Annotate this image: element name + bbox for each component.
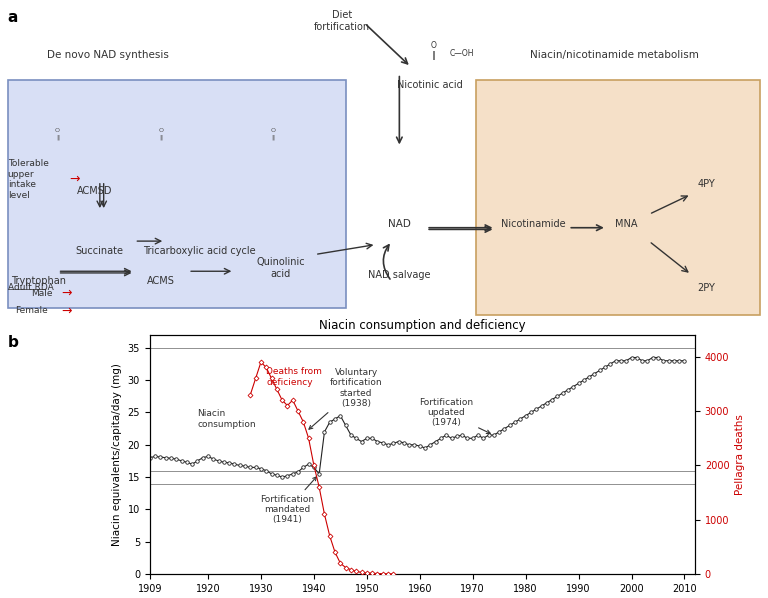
Text: →: → xyxy=(69,173,80,186)
Text: O
‖: O ‖ xyxy=(270,129,275,139)
Text: Tryptophan: Tryptophan xyxy=(11,276,66,286)
Text: Nicotinic acid: Nicotinic acid xyxy=(397,80,463,90)
Text: Fortification
mandated
(1941): Fortification mandated (1941) xyxy=(260,477,316,524)
Text: ─────────: ───────── xyxy=(8,287,46,293)
Text: Succinate: Succinate xyxy=(76,246,124,256)
Text: Nicotinamide: Nicotinamide xyxy=(502,219,566,230)
Text: Voluntary
fortification
started
(1938): Voluntary fortification started (1938) xyxy=(309,368,382,429)
Text: →: → xyxy=(61,304,72,318)
Text: C—OH: C—OH xyxy=(449,49,474,58)
Text: O
‖: O ‖ xyxy=(159,129,164,139)
Text: Diet
fortification: Diet fortification xyxy=(313,10,370,32)
Text: b: b xyxy=(8,335,18,350)
Y-axis label: Pellagra deaths: Pellagra deaths xyxy=(735,414,745,495)
Text: Deaths from
deficiency: Deaths from deficiency xyxy=(266,367,322,386)
Text: 4PY: 4PY xyxy=(697,179,716,189)
Text: Niacin
consumption: Niacin consumption xyxy=(197,409,256,429)
Text: Adult RDA: Adult RDA xyxy=(8,282,54,292)
Text: Female: Female xyxy=(15,306,48,316)
FancyBboxPatch shape xyxy=(8,80,346,308)
Text: NAD: NAD xyxy=(388,219,411,230)
Text: Tolerable
upper
intake
level: Tolerable upper intake level xyxy=(8,159,48,200)
Text: Quinolinic
acid: Quinolinic acid xyxy=(256,257,305,279)
Text: Tricarboxylic acid cycle: Tricarboxylic acid cycle xyxy=(144,246,256,256)
Text: →: → xyxy=(61,286,72,300)
Text: Niacin/nicotinamide metabolism: Niacin/nicotinamide metabolism xyxy=(530,50,699,60)
Text: Fortification
updated
(1974): Fortification updated (1974) xyxy=(419,398,490,434)
Text: O
‖: O ‖ xyxy=(431,41,437,60)
Text: 2PY: 2PY xyxy=(697,283,716,293)
FancyBboxPatch shape xyxy=(476,80,760,315)
Text: NAD salvage: NAD salvage xyxy=(368,270,431,280)
Text: De novo NAD synthesis: De novo NAD synthesis xyxy=(47,50,168,60)
Title: Niacin consumption and deficiency: Niacin consumption and deficiency xyxy=(319,319,526,332)
Text: a: a xyxy=(8,10,18,25)
Text: ACMSD: ACMSD xyxy=(77,186,112,196)
Text: MNA: MNA xyxy=(614,219,637,230)
Text: O
‖: O ‖ xyxy=(55,129,60,139)
Text: ACMS: ACMS xyxy=(147,276,175,286)
Text: Male: Male xyxy=(31,288,52,298)
Y-axis label: Niacin equivalents/capita/day (mg): Niacin equivalents/capita/day (mg) xyxy=(112,363,122,546)
